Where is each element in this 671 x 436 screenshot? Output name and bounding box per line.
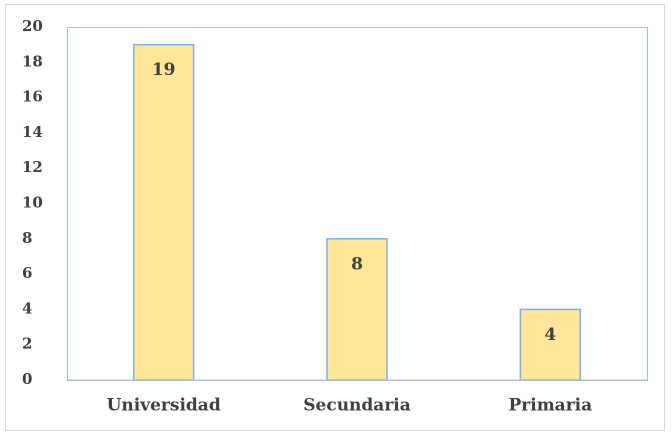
y-tick-label: 20 xyxy=(22,17,43,35)
y-tick-label: 4 xyxy=(22,299,32,317)
x-tick-label: Primaria xyxy=(509,396,593,416)
data-label: 8 xyxy=(351,254,363,274)
y-tick-label: 12 xyxy=(22,158,43,176)
y-tick-label: 14 xyxy=(22,123,43,141)
y-tick-label: 0 xyxy=(22,370,32,388)
x-tick-label: Universidad xyxy=(107,396,221,416)
y-tick-label: 18 xyxy=(22,52,43,70)
x-tick-label: Secundaria xyxy=(303,396,411,416)
bar xyxy=(326,238,388,381)
y-tick-label: 16 xyxy=(22,88,43,106)
data-label: 19 xyxy=(152,60,176,80)
y-tick-label: 10 xyxy=(22,194,43,212)
bar xyxy=(132,43,195,381)
bar xyxy=(519,308,582,381)
y-tick-label: 2 xyxy=(22,335,32,353)
data-label: 4 xyxy=(544,325,556,345)
y-tick-label: 8 xyxy=(22,229,32,247)
y-tick-label: 6 xyxy=(22,264,32,282)
